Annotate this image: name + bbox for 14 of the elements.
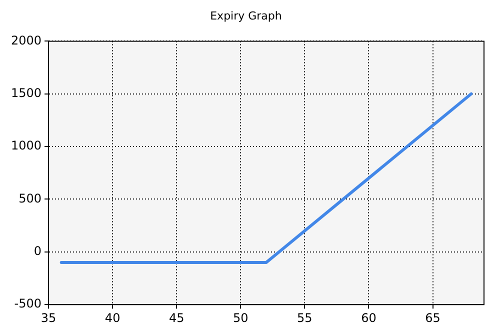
x-tick-label: 65 (425, 310, 440, 325)
y-tick-label: -500 (14, 296, 42, 311)
x-tick-label: 35 (40, 310, 56, 325)
chart-title: Expiry Graph (210, 9, 282, 22)
y-tick-label: 1000 (10, 138, 42, 153)
x-tick-label: 55 (297, 310, 312, 325)
x-tick-label: 50 (233, 310, 248, 325)
x-tick-label: 45 (168, 310, 184, 325)
y-tick-label: 0 (34, 244, 42, 258)
y-tick-label: 2000 (10, 33, 42, 48)
y-tick-label: 500 (18, 191, 42, 206)
x-tick-label: 60 (361, 310, 376, 325)
x-tick-label: 40 (104, 310, 120, 325)
y-tick-label: 1500 (10, 86, 42, 100)
